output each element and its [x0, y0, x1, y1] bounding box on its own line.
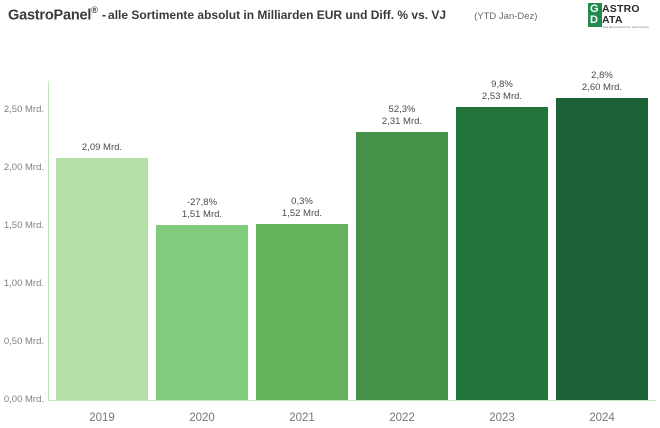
bar-data-label: 52,3% 2,31 Mrd.	[356, 104, 448, 128]
brand-name: GastroPanel	[8, 7, 92, 24]
bar-percent-label: 52,3%	[388, 104, 416, 116]
bar-data-label: 2,09 Mrd.	[56, 142, 148, 154]
bar[interactable]	[156, 224, 248, 400]
bar-value-label: 1,52 Mrd.	[281, 207, 323, 219]
bar-group[interactable]: 0,3% 1,52 Mrd.	[256, 196, 348, 400]
bar[interactable]	[556, 98, 648, 400]
registered-trademark-icon: ®	[91, 5, 98, 15]
chart-subtitle: alle Sortimente absolut in Milliarden EU…	[108, 8, 447, 23]
logo-word-astro: ASTRO	[602, 3, 640, 15]
x-axis-tick-2022: 2022	[389, 412, 415, 424]
y-axis-line	[48, 81, 49, 401]
bar-value-label: 2,60 Mrd.	[581, 82, 623, 94]
bar-percent-label: -27,8%	[186, 196, 218, 208]
y-axis-tick: 2,50 Mrd.	[3, 104, 44, 115]
bar-group[interactable]: 52,3% 2,31 Mrd.	[356, 104, 448, 400]
bar[interactable]	[456, 106, 548, 400]
logo-square-icon	[588, 3, 602, 27]
bar-value-label: 2,31 Mrd.	[381, 116, 423, 128]
y-axis-tick: 0,50 Mrd.	[3, 336, 44, 347]
bar-value-label: 2,53 Mrd.	[481, 90, 523, 102]
bar-percent-label: 2,8%	[591, 70, 613, 82]
x-axis-line	[48, 400, 656, 401]
logo-letter-g: G	[590, 3, 599, 15]
bar-percent-label: 0,3%	[291, 195, 313, 207]
bar-data-label: 2,8% 2,60 Mrd.	[556, 70, 648, 94]
bar[interactable]	[56, 157, 148, 400]
bar-value-label: 1,51 Mrd.	[181, 208, 223, 220]
period-note: (YTD Jan-Dez)	[474, 11, 538, 23]
bar-group[interactable]: 9,8% 2,53 Mrd.	[456, 79, 548, 400]
logo-word-data: ATA	[602, 14, 623, 26]
y-axis-tick: 1,50 Mrd.	[3, 220, 44, 231]
logo-tagline: Das Markt-Modell für Gastronomie	[603, 26, 650, 29]
chart-header: GastroPanel® - alle Sortimente absolut in …	[0, 0, 660, 36]
x-axis-tick-2020: 2020	[189, 412, 215, 424]
bar[interactable]	[256, 223, 348, 400]
bar[interactable]	[356, 132, 448, 400]
x-axis-tick-2024: 2024	[589, 412, 615, 424]
bar-chart: 2,50 Mrd. 2,00 Mrd. 1,50 Mrd. 1,00 Mrd. 0,50…	[0, 36, 660, 428]
gastrodata-logo: G D ASTRO ATA Das Markt-Modell für Gastr…	[588, 3, 650, 30]
y-axis-tick: 0,00 Mrd.	[3, 394, 44, 405]
logo-letter-d: D	[590, 14, 598, 26]
x-axis-tick-2021: 2021	[289, 412, 315, 424]
y-axis-tick: 1,00 Mrd.	[3, 278, 44, 289]
bar-data-label: 9,8% 2,53 Mrd.	[456, 79, 548, 103]
x-axis-tick-2023: 2023	[489, 412, 515, 424]
bar-group[interactable]: 2,09 Mrd.	[56, 142, 148, 400]
page-title: GastroPanel® - alle Sortimente absolut in …	[8, 5, 537, 24]
x-axis-tick-2019: 2019	[89, 412, 115, 424]
bar-percent-label: 9,8%	[491, 78, 513, 90]
title-separator: -	[101, 8, 107, 23]
bar-value-label: 2,09 Mrd.	[81, 141, 123, 153]
bar-data-label: 0,3% 1,52 Mrd.	[256, 196, 348, 220]
bar-group[interactable]: 2,8% 2,60 Mrd.	[556, 70, 648, 400]
y-axis-tick: 2,00 Mrd.	[3, 162, 44, 173]
bar-data-label: -27,8% 1,51 Mrd.	[156, 197, 248, 221]
bar-group[interactable]: -27,8% 1,51 Mrd.	[156, 197, 248, 400]
